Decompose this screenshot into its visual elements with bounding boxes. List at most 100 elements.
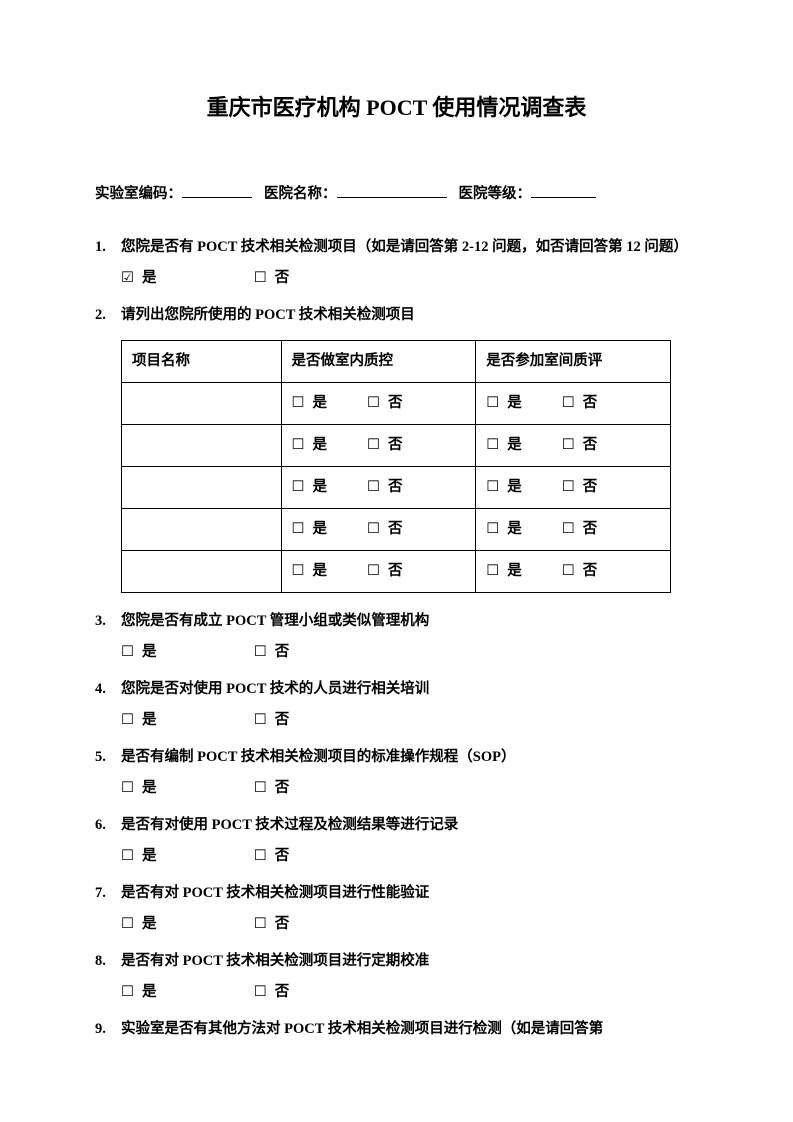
question-text: 实验室是否有其他方法对 POCT 技术相关检测项目进行检测（如是请回答第 <box>121 1015 698 1044</box>
no-label: 否 <box>583 479 598 495</box>
project-name-cell[interactable] <box>122 467 282 509</box>
no-option[interactable]: ☐否 <box>367 389 403 418</box>
checkbox-empty-icon: ☐ <box>121 910 134 939</box>
projects-table: 项目名称 是否做室内质控 是否参加室间质评 ☐是☐否 ☐是☐否 ☐是☐否 ☐是☐… <box>121 340 671 593</box>
table-header-row: 项目名称 是否做室内质控 是否参加室间质评 <box>122 341 671 383</box>
yes-label: 是 <box>142 984 157 1000</box>
no-option[interactable]: ☐否 <box>254 774 290 803</box>
yes-option[interactable]: ☐是 <box>292 389 328 418</box>
no-option[interactable]: ☐否 <box>367 431 403 460</box>
no-label: 否 <box>388 479 403 495</box>
q1-no-option[interactable]: ☐否 <box>254 264 290 293</box>
yes-option[interactable]: ☐是 <box>486 389 522 418</box>
question-text: 是否有对 POCT 技术相关检测项目进行性能验证 <box>121 879 698 908</box>
checkbox-empty-icon: ☐ <box>562 515 575 544</box>
yes-label: 是 <box>142 644 157 660</box>
question-options: ☐是 ☐否 <box>121 978 698 1007</box>
no-label: 否 <box>388 395 403 411</box>
no-label: 否 <box>275 644 290 660</box>
table-row: ☐是☐否 ☐是☐否 <box>122 467 671 509</box>
no-option[interactable]: ☐否 <box>367 473 403 502</box>
no-option[interactable]: ☐否 <box>367 515 403 544</box>
project-name-cell[interactable] <box>122 383 282 425</box>
yes-option[interactable]: ☐是 <box>121 638 157 667</box>
question-text: 请列出您院所使用的 POCT 技术相关检测项目 <box>121 301 698 330</box>
project-name-cell[interactable] <box>122 509 282 551</box>
checkbox-empty-icon: ☐ <box>367 389 380 418</box>
checkbox-empty-icon: ☐ <box>562 389 575 418</box>
question-3: 您院是否有成立 POCT 管理小组或类似管理机构 ☐是 ☐否 <box>95 607 698 667</box>
checkbox-empty-icon: ☐ <box>486 557 499 586</box>
no-label: 否 <box>388 437 403 453</box>
project-name-cell[interactable] <box>122 425 282 467</box>
yes-option[interactable]: ☐是 <box>292 473 328 502</box>
yes-option[interactable]: ☐是 <box>121 774 157 803</box>
question-options: ☐是 ☐否 <box>121 706 698 735</box>
checkbox-empty-icon: ☐ <box>486 431 499 460</box>
page-title: 重庆市医疗机构 POCT 使用情况调查表 <box>95 90 698 122</box>
yes-option[interactable]: ☐是 <box>486 473 522 502</box>
iqc-cell: ☐是☐否 <box>281 509 476 551</box>
yes-option[interactable]: ☐是 <box>121 910 157 939</box>
no-option[interactable]: ☐否 <box>254 638 290 667</box>
no-label: 否 <box>275 780 290 796</box>
question-text: 是否有对 POCT 技术相关检测项目进行定期校准 <box>121 947 698 976</box>
no-option[interactable]: ☐否 <box>562 431 598 460</box>
no-option[interactable]: ☐否 <box>562 515 598 544</box>
question-text: 是否有对使用 POCT 技术过程及检测结果等进行记录 <box>121 811 698 840</box>
no-option[interactable]: ☐否 <box>562 389 598 418</box>
yes-label: 是 <box>142 916 157 932</box>
no-option[interactable]: ☐否 <box>367 557 403 586</box>
checkbox-empty-icon: ☐ <box>121 978 134 1007</box>
lab-code-label: 实验室编码： <box>95 182 182 203</box>
checkbox-empty-icon: ☐ <box>121 638 134 667</box>
no-option[interactable]: ☐否 <box>254 842 290 871</box>
project-name-cell[interactable] <box>122 551 282 593</box>
no-option[interactable]: ☐否 <box>254 910 290 939</box>
yes-label: 是 <box>507 563 522 579</box>
hospital-name-input[interactable] <box>337 182 447 198</box>
q1-yes-option[interactable]: ☑是 <box>121 264 157 293</box>
lab-code-input[interactable] <box>182 182 252 198</box>
table-row: ☐是☐否 ☐是☐否 <box>122 383 671 425</box>
yes-option[interactable]: ☐是 <box>486 431 522 460</box>
no-option[interactable]: ☐否 <box>562 557 598 586</box>
question-4: 您院是否对使用 POCT 技术的人员进行相关培训 ☐是 ☐否 <box>95 675 698 735</box>
checkbox-empty-icon: ☐ <box>486 473 499 502</box>
no-option[interactable]: ☐否 <box>254 706 290 735</box>
question-options: ☐是 ☐否 <box>121 842 698 871</box>
no-label: 否 <box>583 563 598 579</box>
checkbox-empty-icon: ☐ <box>367 473 380 502</box>
no-label: 否 <box>583 395 598 411</box>
question-7: 是否有对 POCT 技术相关检测项目进行性能验证 ☐是 ☐否 <box>95 879 698 939</box>
checkbox-empty-icon: ☐ <box>292 515 305 544</box>
question-2: 请列出您院所使用的 POCT 技术相关检测项目 项目名称 是否做室内质控 是否参… <box>95 301 698 593</box>
yes-option[interactable]: ☐是 <box>486 515 522 544</box>
yes-label: 是 <box>313 479 328 495</box>
checkbox-empty-icon: ☐ <box>121 842 134 871</box>
no-option[interactable]: ☐否 <box>562 473 598 502</box>
question-text: 是否有编制 POCT 技术相关检测项目的标准操作规程（SOP） <box>121 743 698 772</box>
col-header-eqa: 是否参加室间质评 <box>476 341 671 383</box>
yes-option[interactable]: ☐是 <box>121 842 157 871</box>
no-label: 否 <box>275 916 290 932</box>
checkbox-empty-icon: ☐ <box>254 638 267 667</box>
yes-option[interactable]: ☐是 <box>292 431 328 460</box>
yes-option[interactable]: ☐是 <box>121 978 157 1007</box>
checkbox-empty-icon: ☐ <box>121 706 134 735</box>
yes-label: 是 <box>142 270 157 286</box>
checkbox-empty-icon: ☐ <box>486 389 499 418</box>
no-label: 否 <box>275 848 290 864</box>
checkbox-empty-icon: ☐ <box>254 264 267 293</box>
iqc-cell: ☐是☐否 <box>281 425 476 467</box>
yes-option[interactable]: ☐是 <box>292 557 328 586</box>
yes-option[interactable]: ☐是 <box>121 706 157 735</box>
hospital-grade-input[interactable] <box>531 182 596 198</box>
yes-option[interactable]: ☐是 <box>486 557 522 586</box>
yes-option[interactable]: ☐是 <box>292 515 328 544</box>
eqa-cell: ☐是☐否 <box>476 383 671 425</box>
checkbox-empty-icon: ☐ <box>292 473 305 502</box>
yes-label: 是 <box>313 521 328 537</box>
checkbox-empty-icon: ☐ <box>292 431 305 460</box>
no-option[interactable]: ☐否 <box>254 978 290 1007</box>
